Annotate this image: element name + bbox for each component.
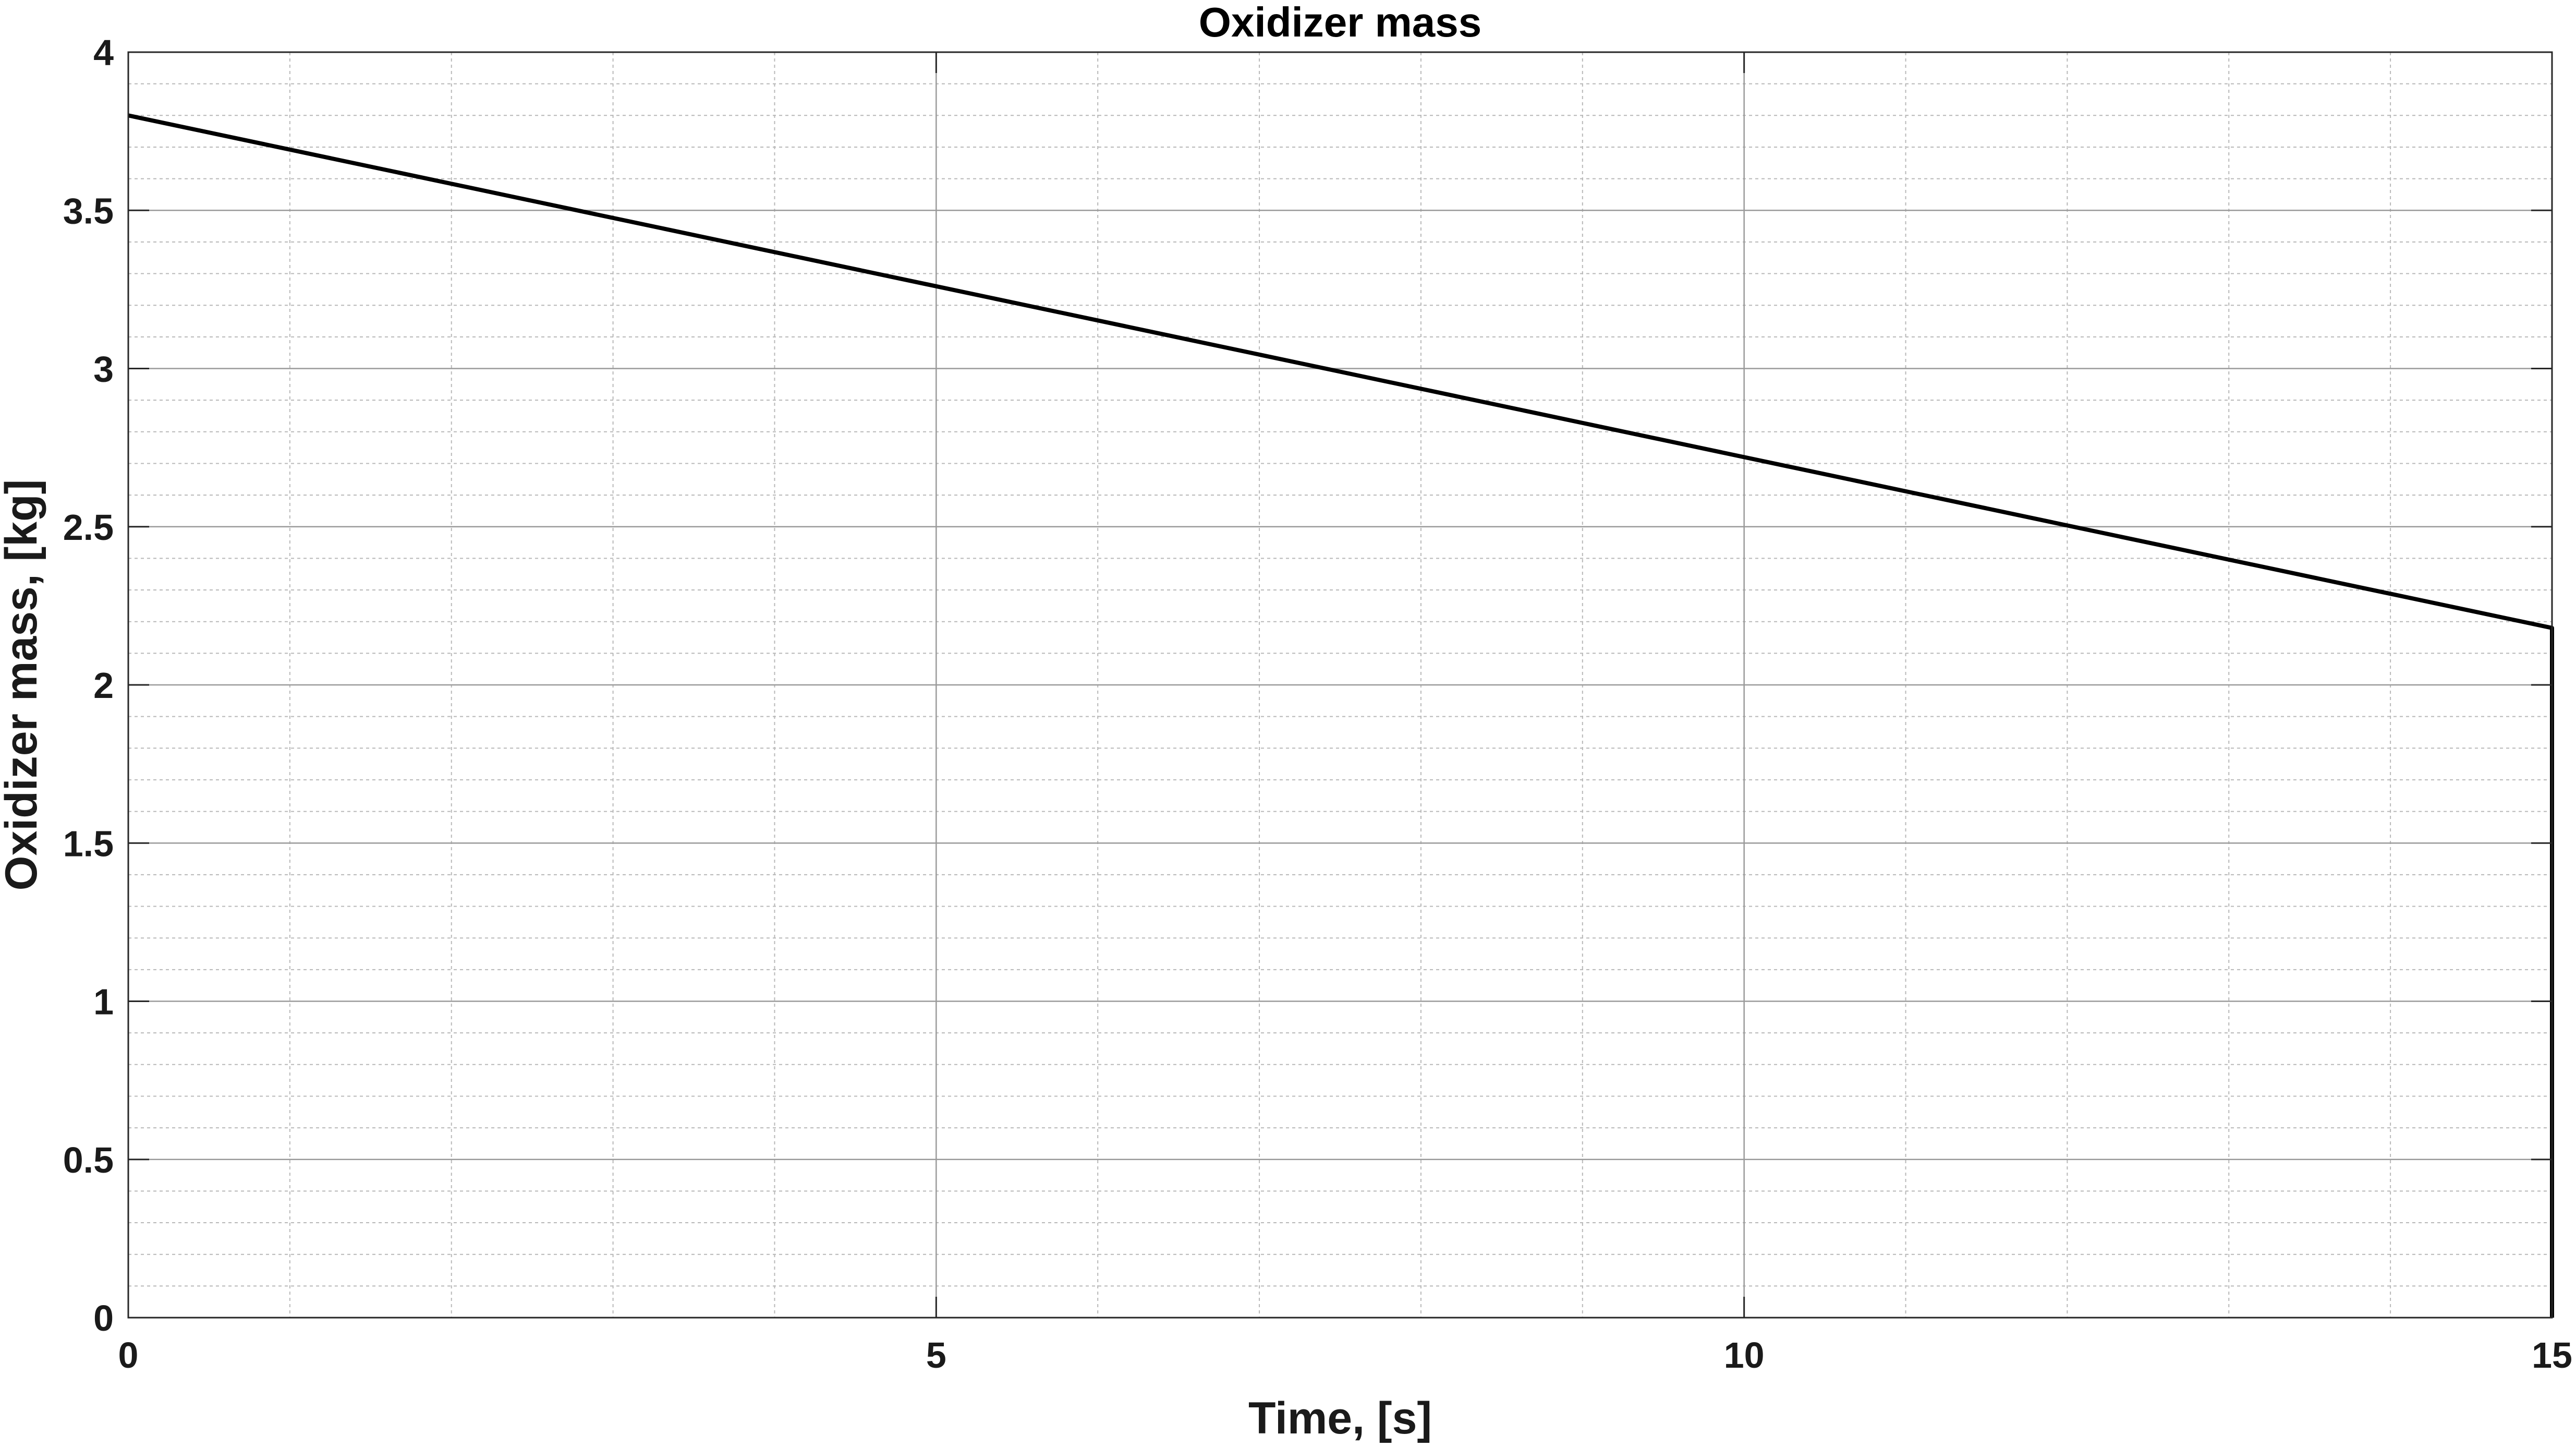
y-tick-label: 3 (93, 349, 114, 390)
x-tick-label: 10 (1724, 1335, 1765, 1376)
x-tick-label: 0 (118, 1335, 139, 1376)
y-tick-label: 3.5 (63, 190, 114, 231)
x-ticks: 0 5 10 15 (118, 52, 2572, 1376)
y-axis-label: Oxidizer mass, [kg] (0, 479, 46, 891)
y-tick-label: 2 (93, 665, 114, 706)
y-ticks: 0 0.5 1 1.5 2 2.5 3 3.5 4 (63, 32, 2552, 1339)
x-tick-label: 15 (2532, 1335, 2572, 1376)
y-tick-label: 1 (93, 982, 114, 1022)
y-tick-label: 1.5 (63, 823, 114, 864)
major-grid (128, 52, 2552, 1318)
x-tick-label: 5 (926, 1335, 946, 1376)
y-tick-label: 0 (93, 1298, 114, 1339)
y-tick-label: 2.5 (63, 507, 114, 548)
y-tick-label: 4 (93, 32, 114, 73)
x-axis-label: Time, [s] (1248, 1393, 1432, 1443)
y-tick-label: 0.5 (63, 1140, 114, 1180)
chart-title: Oxidizer mass (1199, 0, 1482, 45)
